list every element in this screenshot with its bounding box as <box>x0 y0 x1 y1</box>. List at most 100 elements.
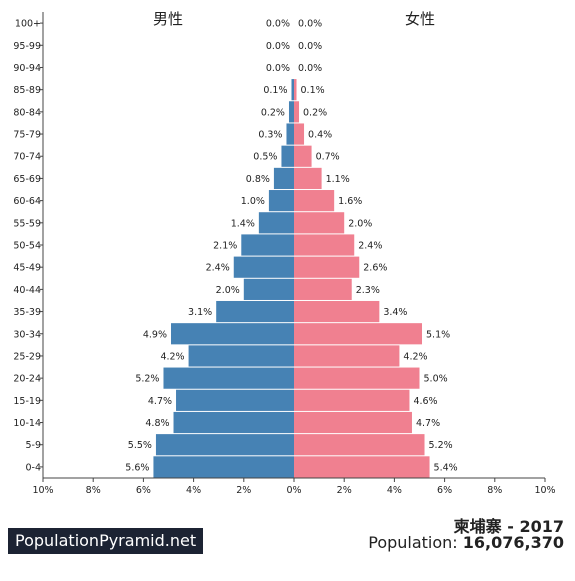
male-bar-label: 1.0% <box>241 196 265 207</box>
female-bar-label: 1.6% <box>338 196 362 207</box>
bar-value-labels: 0.0% 0.0% 0.0% 0.0% 0.0% 0.0% 0.1% 0.1% 0.2% 0.2%… <box>125 19 457 474</box>
female-bar-20-24 <box>294 367 420 389</box>
age-group-label: 90-94 <box>13 63 41 74</box>
x-tick-label: 6% <box>136 485 151 496</box>
chart-caption-title: 柬埔寨 - 2017 <box>453 517 564 536</box>
male-bar-65-69 <box>273 167 294 190</box>
male-bar-label: 0.0% <box>266 19 290 30</box>
female-bar-65-69 <box>294 167 322 190</box>
female-bar-label: 5.4% <box>434 462 458 473</box>
female-bar-0-4 <box>294 456 430 478</box>
female-bar-label: 0.1% <box>301 85 325 96</box>
y-axis: 100+ 95-99 90-94 85-89 80-84 75-79 70-74 65-69 6… <box>13 12 44 478</box>
female-bar-label: 0.0% <box>298 63 322 74</box>
female-bar-70-74 <box>294 145 312 167</box>
female-bar-75-79 <box>294 123 305 145</box>
male-bar-10-14 <box>173 411 294 434</box>
age-group-label: 70-74 <box>13 152 41 163</box>
age-group-label: 15-19 <box>13 396 41 407</box>
age-group-label: 10-14 <box>13 418 41 429</box>
female-bar-label: 3.4% <box>383 307 407 318</box>
female-bar-40-44 <box>294 278 352 300</box>
female-bar-label: 0.7% <box>316 152 340 163</box>
x-tick-label: 10% <box>534 485 555 496</box>
male-bar-20-24 <box>163 367 294 389</box>
male-bar-30-34 <box>171 323 294 345</box>
female-bar-label: 0.2% <box>303 107 327 118</box>
female-bar-60-64 <box>294 190 335 212</box>
age-group-label: 0-4 <box>25 462 41 473</box>
female-bar-label: 2.0% <box>348 218 372 229</box>
x-tick-label: 6% <box>437 485 452 496</box>
x-tick-label: 0% <box>286 485 301 496</box>
x-tick-label: 10% <box>32 485 53 496</box>
female-bar-5-9 <box>294 434 425 456</box>
male-bar-label: 5.2% <box>135 374 159 385</box>
age-group-label: 95-99 <box>13 41 41 52</box>
male-bar-70-74 <box>281 145 294 167</box>
female-bar-80-84 <box>294 101 300 123</box>
age-group-label: 40-44 <box>13 285 41 296</box>
x-axis: 10% 8% 6% 4% 2% 0% 2% 4% 6% 8% 10% <box>32 477 556 496</box>
female-series-label: 女性 <box>405 10 435 28</box>
age-group-label: 60-64 <box>13 196 41 207</box>
male-bar-25-29 <box>188 345 294 367</box>
female-bar-55-59 <box>294 212 345 234</box>
x-tick-label: 8% <box>86 485 101 496</box>
x-tick-label: 8% <box>487 485 502 496</box>
female-bar-label: 4.2% <box>403 351 427 362</box>
age-group-label: 25-29 <box>13 351 41 362</box>
female-bar-label: 0.4% <box>308 130 332 141</box>
female-bar-label: 1.1% <box>326 174 350 185</box>
x-tick-label: 4% <box>387 485 402 496</box>
female-bar-label: 5.0% <box>424 374 448 385</box>
population-label: Population: <box>368 533 458 552</box>
female-bar-35-39 <box>294 300 380 323</box>
female-bar-50-54 <box>294 234 355 256</box>
age-group-label: 85-89 <box>13 85 41 96</box>
female-bar-45-49 <box>294 256 360 278</box>
female-bar-label: 2.4% <box>358 241 382 252</box>
male-bar-85-89 <box>291 79 294 101</box>
male-bar-label: 5.5% <box>128 440 152 451</box>
population-value: 16,076,370 <box>462 533 564 552</box>
age-group-label: 45-49 <box>13 263 41 274</box>
female-bar-10-14 <box>294 411 412 434</box>
female-bar-label: 0.0% <box>298 19 322 30</box>
male-bars <box>153 79 294 478</box>
male-bar-15-19 <box>176 389 294 411</box>
male-bar-label: 2.0% <box>216 285 240 296</box>
male-bar-50-54 <box>241 234 294 256</box>
female-bar-15-19 <box>294 389 410 411</box>
male-bar-label: 4.9% <box>143 329 167 340</box>
male-bar-label: 5.6% <box>125 462 149 473</box>
age-group-label: 5-9 <box>25 440 41 451</box>
male-bar-label: 0.0% <box>266 63 290 74</box>
male-bar-55-59 <box>258 212 294 234</box>
x-tick-label: 2% <box>236 485 251 496</box>
male-bar-label: 3.1% <box>188 307 212 318</box>
female-bars <box>294 79 430 478</box>
female-bar-30-34 <box>294 323 423 345</box>
male-bar-label: 4.7% <box>148 396 172 407</box>
male-bar-label: 1.4% <box>231 218 255 229</box>
female-bar-label: 4.7% <box>416 418 440 429</box>
male-bar-label: 0.5% <box>253 152 277 163</box>
age-group-label: 80-84 <box>13 107 41 118</box>
age-group-label: 30-34 <box>13 329 41 340</box>
male-bar-80-84 <box>288 101 294 123</box>
age-group-label: 75-79 <box>13 130 41 141</box>
male-bar-label: 0.0% <box>266 41 290 52</box>
male-bar-label: 0.2% <box>261 107 285 118</box>
male-bar-40-44 <box>243 278 294 300</box>
male-bar-0-4 <box>153 456 294 478</box>
male-bar-35-39 <box>216 300 294 323</box>
male-series-label: 男性 <box>153 10 183 28</box>
age-group-label: 20-24 <box>13 374 41 385</box>
male-bar-75-79 <box>286 123 294 145</box>
male-bar-label: 0.8% <box>246 174 270 185</box>
male-bar-label: 0.3% <box>258 130 282 141</box>
male-bar-label: 0.1% <box>263 85 287 96</box>
female-bar-label: 0.0% <box>298 41 322 52</box>
female-bar-label: 2.6% <box>363 263 387 274</box>
